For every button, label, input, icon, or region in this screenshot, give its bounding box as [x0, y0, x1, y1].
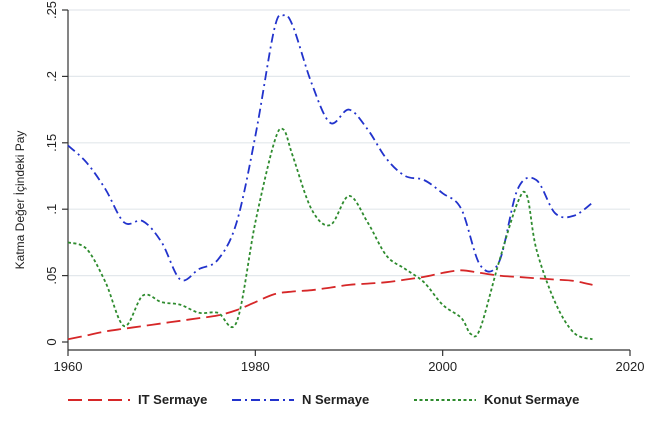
y-tick-label-4: .2 — [44, 71, 59, 82]
x-tick-label-2: 2000 — [428, 359, 457, 374]
y-axis-title: Katma Değer İçindeki Pay — [13, 131, 27, 270]
legend: IT Sermaye N Sermaye Konut Sermaye — [68, 392, 579, 407]
grid-lines — [68, 9, 630, 277]
y-tick-label-1: .05 — [44, 267, 59, 285]
tick-labels: 0 .05 .1 .15 .2 .25 1960 1980 2000 2020 — [44, 1, 644, 374]
legend-label-n-sermaye: N Sermaye — [302, 392, 369, 407]
series-line-n-sermaye — [67, 14, 594, 282]
axes — [62, 9, 631, 356]
x-tick-label-3: 2020 — [616, 359, 645, 374]
y-tick-label-2: .1 — [44, 204, 59, 215]
y-tick-label-5: .25 — [44, 1, 59, 19]
series-line-konut-sermaye — [67, 127, 593, 341]
x-tick-label-1: 1980 — [241, 359, 270, 374]
y-tick-label-3: .15 — [44, 134, 59, 152]
x-tick-label-0: 1960 — [54, 359, 83, 374]
series-line-it-sermaye — [67, 269, 593, 341]
legend-label-it-sermaye: IT Sermaye — [138, 392, 207, 407]
series-lines — [67, 14, 594, 341]
y-tick-label-0: 0 — [44, 338, 59, 345]
legend-label-konut-sermaye: Konut Sermaye — [484, 392, 579, 407]
